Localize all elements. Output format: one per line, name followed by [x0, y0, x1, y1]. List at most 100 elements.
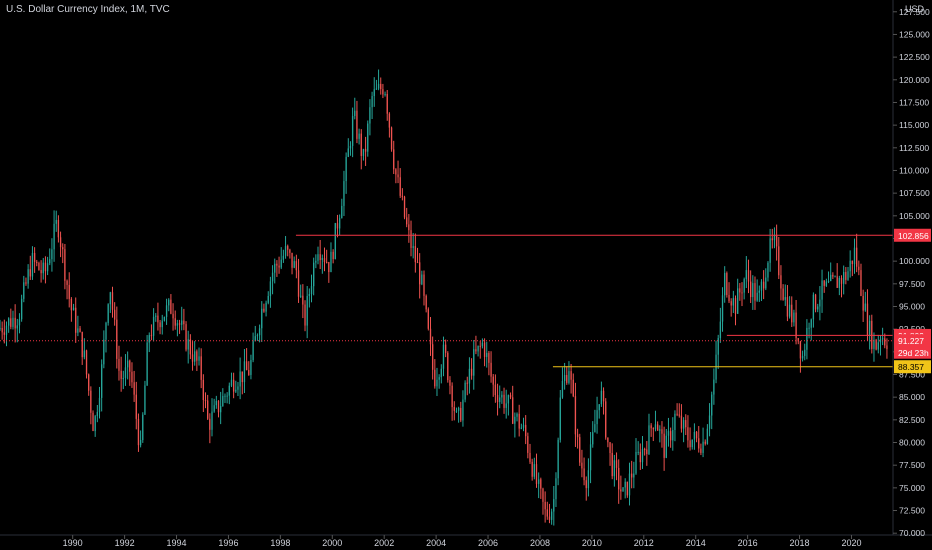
candle-body: [59, 237, 62, 248]
candle-body: [122, 377, 124, 379]
x-tick-label: 2016: [738, 538, 758, 548]
candle-body: [118, 358, 120, 371]
candle-body: [237, 386, 239, 390]
candle-body: [643, 448, 646, 450]
candle-body: [665, 435, 667, 458]
candle-body: [16, 325, 18, 329]
candle-body: [200, 356, 202, 380]
candle-body: [31, 253, 34, 277]
candle-body: [654, 424, 657, 430]
candle-body: [646, 449, 648, 455]
candle-body: [801, 355, 804, 359]
candle-body: [176, 323, 179, 326]
candle-body: [388, 113, 391, 128]
candle-body: [717, 338, 719, 355]
candle-body: [222, 395, 224, 407]
candle-body: [676, 413, 678, 415]
candle-body: [399, 177, 401, 196]
candle-body: [622, 487, 624, 492]
candle-body: [525, 424, 527, 437]
candle-body: [875, 339, 877, 350]
candle-body: [581, 462, 583, 469]
candle-body: [838, 277, 841, 288]
candle-body: [858, 266, 860, 271]
candle-body: [669, 431, 672, 441]
candle-body: [139, 440, 142, 446]
candle-body: [408, 224, 410, 231]
x-tick-label: 2010: [582, 538, 602, 548]
candle-body: [103, 339, 105, 365]
candle-body: [620, 489, 622, 492]
candle-body: [334, 223, 336, 260]
candle-body: [306, 296, 308, 326]
candle-body: [756, 292, 758, 301]
candle-body: [181, 320, 183, 325]
candle-body: [185, 324, 187, 350]
candle-body: [410, 230, 412, 248]
candle-body: [648, 425, 650, 455]
candle-body: [466, 382, 468, 384]
candle-body: [358, 133, 360, 139]
candle-body: [46, 263, 49, 272]
candle-body: [380, 83, 382, 90]
candle-body: [155, 315, 157, 317]
candle-body: [438, 377, 440, 380]
candle-body: [354, 110, 356, 117]
candle-body: [641, 448, 644, 463]
candle-body: [92, 412, 94, 432]
candle-body: [752, 283, 754, 298]
candle-body: [427, 309, 429, 329]
y-tick-label: 115.000: [899, 120, 929, 130]
candle-body: [553, 499, 555, 512]
candle-body: [0, 327, 1, 330]
candle-body: [196, 351, 198, 361]
candle-body: [172, 313, 174, 319]
candle-body: [142, 414, 144, 441]
candle-body: [440, 368, 442, 378]
candle-body: [254, 336, 256, 342]
candle-body: [765, 277, 767, 289]
candle-body: [501, 394, 503, 398]
candle-body: [375, 88, 378, 90]
candle-body: [799, 341, 802, 359]
candle-body: [713, 379, 715, 395]
candle-body: [514, 416, 516, 424]
candle-body: [113, 309, 116, 320]
candle-body: [496, 395, 499, 403]
candle-body: [483, 342, 486, 357]
candle-body: [685, 420, 687, 428]
x-tick-label: 1996: [218, 538, 238, 548]
countdown-label: 29d 23h: [898, 348, 929, 358]
candle-body: [568, 371, 570, 383]
candle-body: [403, 196, 406, 218]
candle-body: [845, 272, 847, 280]
x-tick-label: 2000: [322, 538, 342, 548]
candle-body: [864, 303, 866, 311]
candle-body: [241, 371, 243, 383]
candle-body: [135, 394, 137, 419]
candle-body: [70, 298, 73, 311]
candle-body: [90, 390, 92, 413]
candle-body: [724, 273, 726, 296]
candle-body: [209, 418, 211, 430]
candle-body: [250, 360, 252, 375]
candle-body: [596, 410, 598, 425]
candle-body: [243, 361, 246, 383]
candle-body: [146, 342, 148, 386]
candle-body: [464, 382, 466, 400]
candle-body: [150, 335, 153, 337]
candle-body: [873, 339, 875, 349]
candle-body: [706, 428, 709, 444]
candle-body: [245, 361, 248, 371]
candle-body: [325, 261, 328, 263]
candle-body: [615, 460, 618, 468]
candle-body: [148, 335, 150, 343]
candle-body: [94, 416, 96, 432]
candle-body: [470, 368, 473, 376]
candle-body: [695, 431, 698, 439]
candle-body: [572, 379, 574, 397]
candle-body: [304, 304, 306, 326]
candle-body: [367, 123, 369, 152]
candle-body: [137, 418, 140, 446]
